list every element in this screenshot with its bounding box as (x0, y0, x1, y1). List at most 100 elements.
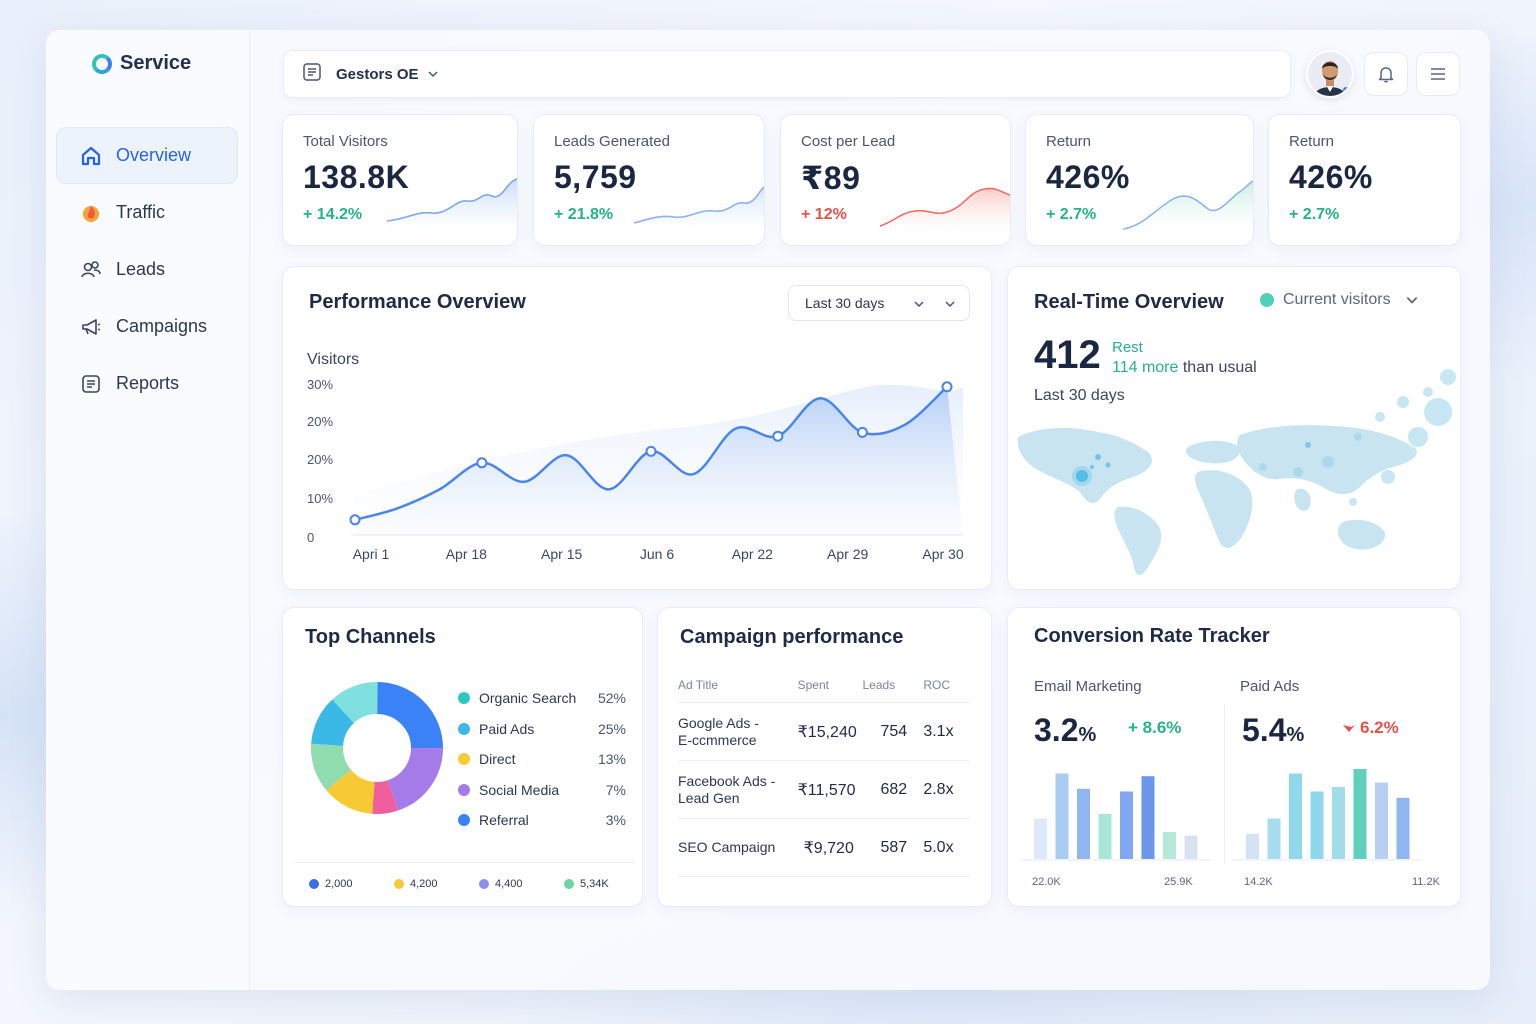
table-row[interactable]: Facebook Ads - Lead Gen ₹11,570 682 2.8x (678, 760, 970, 819)
world-map (1017, 369, 1456, 576)
legend-item[interactable]: Social Media 7% (458, 782, 626, 798)
ad-title: Google Ads - E-ccmmerce (678, 702, 798, 761)
table-row[interactable]: SEO Campaign ₹9,720 587 5.0x (678, 818, 970, 877)
arrow-down-icon (1343, 725, 1355, 732)
bell-icon (1378, 67, 1394, 83)
y-tick-label: 20% (307, 452, 333, 467)
sparkline (634, 186, 764, 231)
data-point[interactable] (856, 426, 868, 438)
data-point[interactable] (772, 430, 784, 442)
leads-cell: 754 (862, 702, 924, 761)
kpi-card-return-2[interactable]: Return 426% + 2.7% (1268, 114, 1461, 246)
metric-label: Email Marketing (1034, 678, 1142, 695)
data-point[interactable] (349, 514, 361, 526)
bar[interactable] (1375, 782, 1388, 860)
legend-label: Social Media (479, 781, 560, 798)
spent-cell: ₹9,720 (797, 818, 863, 877)
sparkline (1123, 180, 1253, 231)
app-window: Service Overview Traffic Leads (46, 30, 1490, 990)
x-tick-label: Jun 6 (640, 546, 674, 562)
document-icon (302, 62, 322, 87)
legend-percent: 52% (597, 690, 626, 706)
brand[interactable]: Service (92, 52, 191, 75)
data-point[interactable] (941, 381, 953, 393)
sidebar-item-label: Campaigns (116, 316, 208, 336)
legend-dot-icon (309, 879, 319, 889)
bar[interactable] (1163, 832, 1176, 859)
metric-delta: 6.2% (1342, 718, 1399, 738)
sidebar: Service Overview Traffic Leads (46, 30, 250, 990)
avatar[interactable] (1306, 50, 1354, 98)
spent-cell: ₹15,240 (797, 702, 863, 761)
legend-label: Organic Search (479, 690, 577, 706)
bar[interactable] (1267, 818, 1281, 860)
footer-stat: 2,000 (309, 878, 353, 890)
sidebar-item-label: Leads (116, 259, 166, 279)
legend-label: Direct (479, 751, 516, 767)
roc-cell: 3.1x (923, 702, 970, 761)
kpi-card-cost-per-lead[interactable]: Cost per Lead ₹89 + 12% (780, 114, 1011, 246)
menu-button[interactable] (1416, 52, 1460, 96)
bar[interactable] (1184, 835, 1198, 859)
workspace-selector[interactable]: Gestors OE (283, 50, 1291, 98)
kpi-value: 5,759 (554, 159, 637, 195)
sidebar-item-traffic[interactable]: Traffic (56, 184, 238, 241)
legend-item[interactable]: Organic Search 52% (458, 690, 626, 706)
kpi-value: ₹89 (801, 160, 861, 196)
sparkline (387, 178, 517, 231)
legend-item[interactable]: Direct 13% (458, 751, 626, 767)
footer-value: 5,34K (580, 878, 609, 890)
bar[interactable] (1396, 797, 1410, 859)
bar[interactable] (1055, 773, 1069, 860)
realtime-period: Last 30 days (1034, 387, 1125, 404)
bar[interactable] (1141, 776, 1155, 859)
chevron-down-icon (1406, 297, 1417, 304)
axis-label: 14.2K (1244, 876, 1273, 888)
card-title: Conversion Rate Tracker (1034, 625, 1270, 647)
kpi-delta: + 2.7% (1289, 206, 1340, 223)
conversion-rate-card: Conversion Rate Tracker Email Marketing … (1007, 607, 1461, 907)
sidebar-item-overview[interactable]: Overview (56, 127, 238, 184)
legend-item[interactable]: Referral 3% (458, 812, 626, 828)
bar[interactable] (1098, 814, 1112, 859)
notification-button[interactable] (1364, 52, 1408, 96)
bar[interactable] (1353, 769, 1367, 859)
footer-stat: 5,34K (564, 878, 609, 890)
y-tick-label: 20% (307, 414, 333, 429)
kpi-card-total-visitors[interactable]: Total Visitors 138.8K + 14.2% (282, 114, 518, 246)
legend-dot-icon (458, 753, 470, 765)
campaign-table: Ad Title Spent Leads ROC Google Ads - E-c… (678, 672, 970, 877)
card-title: Performance Overview (309, 291, 526, 313)
top-channels-card: Top Channels Organic Search 52% Paid Ads 25… (282, 607, 643, 907)
series-area (355, 386, 963, 535)
bar[interactable] (1246, 833, 1259, 859)
data-point[interactable] (645, 445, 657, 457)
realtime-overview-card: Real-Time Overview Current visitors 412 … (1007, 266, 1461, 590)
kpi-value: 426% (1046, 159, 1130, 195)
date-range-dropdown[interactable]: Last 30 days (788, 285, 970, 321)
bar[interactable] (1332, 787, 1345, 859)
sidebar-item-leads[interactable]: Leads (56, 241, 238, 298)
bar[interactable] (1289, 773, 1302, 860)
data-point[interactable] (476, 457, 488, 469)
legend-item[interactable]: Paid Ads 25% (458, 721, 626, 737)
kpi-card-leads-generated[interactable]: Leads Generated 5,759 + 21.8% (533, 114, 765, 246)
axis-label: 22.0K (1032, 876, 1061, 888)
table-row[interactable]: Google Ads - E-ccmmerce ₹15,240 754 3.1x (678, 702, 970, 761)
kpi-label: Total Visitors (303, 133, 388, 150)
sidebar-item-reports[interactable]: Reports (56, 355, 238, 412)
bar[interactable] (1120, 791, 1133, 860)
bar[interactable] (1310, 791, 1324, 860)
x-tick-label: Apr 18 (446, 546, 487, 562)
kpi-delta: + 21.8% (554, 206, 614, 223)
kpi-delta: + 12% (801, 206, 847, 223)
kpi-card-return[interactable]: Return 426% + 2.7% (1025, 114, 1254, 246)
x-tick-label: Apr 30 (922, 546, 963, 562)
sidebar-item-campaigns[interactable]: Campaigns (56, 298, 238, 355)
compare-rest: than usual (1182, 359, 1257, 376)
bar[interactable] (1034, 818, 1047, 860)
date-range-value: Last 30 days (805, 295, 885, 311)
bar[interactable] (1077, 788, 1090, 859)
compare-highlight: 114 more (1112, 359, 1179, 376)
visitor-filter-dropdown[interactable]: Current visitors (1260, 291, 1419, 309)
